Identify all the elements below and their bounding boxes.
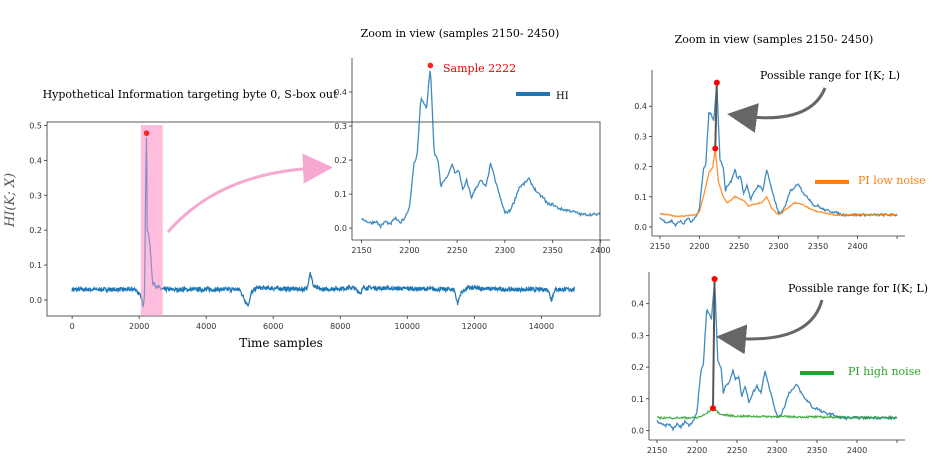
x-tick-label: 2250 (729, 242, 749, 251)
x-tick-label: 2250 (447, 246, 467, 255)
range-point-marker (710, 405, 716, 412)
x-tick-label: 2300 (767, 446, 787, 455)
zoom_low-chart: 2150 2200 2250 2300 2350 2400 0.0 0.1 0.2 0.3 0.4 (634, 70, 905, 251)
range-point-marker (713, 79, 720, 86)
max-sample-label: Sample 2222 (443, 62, 516, 75)
series-pi-high-noise (656, 407, 898, 420)
x-tick-label: 2400 (847, 446, 867, 455)
range-point-marker (712, 145, 719, 152)
x-tick-label: 2400 (847, 242, 867, 251)
zoom-mid-title: Zoom in view (samples 2150- 2450) (361, 27, 560, 40)
y-tick-label: 0.3 (29, 191, 42, 200)
x-tick-label: 2150 (650, 242, 670, 251)
x-tick-label: 10000 (395, 322, 420, 331)
legend-hi-label: HI (556, 91, 569, 102)
x-tick-label: 6000 (263, 322, 283, 331)
y-tick-label: 0.2 (334, 156, 347, 165)
y-tick-label: 0.4 (631, 300, 644, 309)
y-tick-label: 0.4 (634, 102, 647, 111)
y-tick-label: 0.3 (631, 331, 644, 340)
x-tick-label: 0 (70, 322, 75, 331)
y-tick-label: 0.1 (334, 190, 347, 199)
y-tick-label: 0.0 (29, 296, 42, 305)
annotation-low: Possible range for I(K; L) (760, 69, 900, 82)
x-tick-label: 2000 (129, 322, 149, 331)
y-tick-label: 0.0 (631, 426, 644, 435)
x-tick-label: 2350 (542, 246, 562, 255)
series-hi (656, 279, 898, 432)
x-tick-label: 2300 (768, 242, 788, 251)
max-point-marker (427, 62, 434, 69)
range-point-marker (711, 275, 718, 282)
x-tick-label: 2200 (689, 242, 709, 251)
x-tick-label: 12000 (462, 322, 487, 331)
range-line (714, 82, 718, 149)
annotation-high: Possible range for I(K; L) (788, 282, 928, 295)
x-tick-label: 2200 (399, 246, 419, 255)
full-chart-ylabel: HI(K; X) (3, 173, 18, 228)
full-chart-xlabel: Time samples (239, 336, 323, 350)
series-hi (659, 83, 898, 228)
y-tick-label: 0.1 (631, 395, 644, 404)
y-tick-label: 0.3 (334, 122, 347, 131)
y-tick-label: 0.1 (29, 261, 42, 270)
y-tick-label: 0.2 (29, 226, 42, 235)
x-tick-label: 2350 (808, 242, 828, 251)
zoom_mid-chart: 2150 2200 2250 2300 2350 2400 0.0 0.1 0.2 0.3 0.4 (334, 58, 611, 255)
x-tick-label: 2350 (807, 446, 827, 455)
x-tick-label: 2150 (351, 246, 371, 255)
x-tick-label: 2150 (647, 446, 667, 455)
y-tick-label: 0.2 (631, 363, 644, 372)
highlight-overlay (140, 125, 163, 316)
y-tick-label: 0.4 (334, 88, 347, 97)
y-tick-label: 0.2 (634, 163, 647, 172)
x-tick-label: 14000 (529, 322, 554, 331)
x-tick-label: 8000 (330, 322, 350, 331)
x-tick-label: 4000 (196, 322, 216, 331)
zoom_high-chart: 2150 2200 2250 2300 2350 2400 0.0 0.1 0.2 0.3 0.4 (631, 272, 905, 455)
y-tick-label: 0.0 (634, 223, 647, 232)
y-tick-label: 0.4 (29, 156, 42, 165)
series-hi (71, 137, 576, 308)
series-hi (361, 70, 601, 230)
full-chart-title: Hypothetical Information targeting byte … (43, 88, 338, 101)
range-arrow-icon (727, 87, 827, 133)
y-tick-label: 0.1 (634, 193, 647, 202)
full-chart: 0 2000 4000 6000 8000 10000 12000 14000 0.0 0.1 0.… (29, 121, 601, 331)
y-tick-label: 0.0 (334, 224, 347, 233)
y-tick-label: 0.5 (29, 121, 42, 130)
x-tick-label: 2250 (727, 446, 747, 455)
series-pi-low-noise (659, 148, 898, 218)
legend-low-label: PI low noise (858, 174, 926, 187)
axes-frame (46, 121, 601, 317)
zoom-arrow-icon (166, 153, 333, 233)
y-tick-label: 0.3 (634, 132, 647, 141)
x-tick-label: 2400 (590, 246, 610, 255)
max-point-marker (143, 130, 150, 136)
zoom-right-title: Zoom in view (samples 2150- 2450) (675, 33, 874, 46)
range-arrow-icon (716, 299, 824, 355)
range-line (712, 278, 716, 409)
x-tick-label: 2200 (687, 446, 707, 455)
legend-high-label: PI high noise (848, 365, 921, 378)
x-tick-label: 2300 (495, 246, 515, 255)
